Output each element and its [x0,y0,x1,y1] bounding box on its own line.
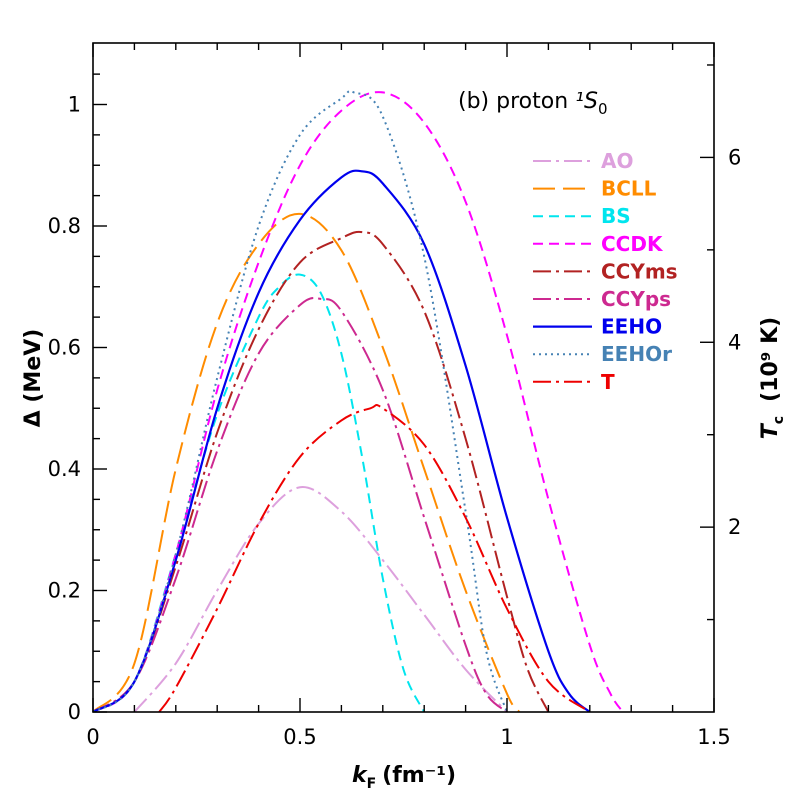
series-line-eehor [93,90,508,712]
series-line-bs [93,273,426,712]
legend-label-ao: AO [601,149,633,173]
plot-frame [92,42,715,713]
legend-label-bcll: BCLL [601,177,657,201]
panel-label-state: ¹S [575,89,598,114]
panel-label-state-sub: 0 [598,100,608,118]
x-tick-label: 1 [500,725,513,749]
y2-tick-label: 4 [728,330,741,354]
series-line-ao [133,486,508,712]
series-line-ccdk [93,91,624,712]
legend-label-bs: BS [601,204,631,228]
y2-axis-title-sub: c [771,416,787,424]
y-tick-label: 0.4 [48,457,81,481]
legend-label-eehor: EEHOr [601,342,672,366]
y-axis-title: Δ (MeV) [21,329,46,428]
panel-label: (b) proton ¹S0 [458,89,607,118]
series-line-ccyps [93,296,508,712]
legend-label-ccyps: CCYps [601,287,671,311]
y-tick-label: 0.6 [48,336,81,360]
x-tick-label: 1.5 [697,725,730,749]
x-tick-label: 0 [86,725,99,749]
legend-label-eeho: EEHO [601,315,662,339]
series-line-t [158,404,591,712]
legend-label-t: T [601,370,615,394]
y-tick-label: 0.2 [48,579,81,603]
legend: AO BCLL BS CCDK CCYms CCYps EEHO EEHOr T [533,149,678,394]
y-tick-label: 1 [68,93,81,117]
x-axis-title-sub: F [367,776,377,792]
series-layer [93,90,624,712]
y2-axis-title-unit: (10⁹ K) [758,317,783,402]
y2-tick-label: 2 [728,515,741,539]
x-axis-title-k: k [352,763,368,788]
y2-axis-title: Tc (10⁹ K) [758,317,787,439]
y-tick-label: 0 [68,700,81,724]
x-tick-label: 0.5 [283,725,316,749]
y2-axis-title-t: T [758,422,783,439]
panel-label-prefix: (b) proton [458,89,575,114]
legend-label-ccyms: CCYms [601,259,678,283]
x-axis-title-unit: (fm⁻¹) [382,763,456,788]
series-line-eeho [93,169,591,712]
x-axis-title: kF (fm⁻¹) [352,763,456,792]
y2-tick-label: 6 [728,145,741,169]
y-tick-label: 0.8 [48,214,81,238]
series-line-ccyms [93,230,550,712]
ticks-layer: 0 0.5 1 1.5 0 0.2 0.4 0.6 0.8 1 2 4 6 [48,43,741,749]
series-line-bcll [93,212,521,712]
legend-label-ccdk: CCDK [601,232,664,256]
